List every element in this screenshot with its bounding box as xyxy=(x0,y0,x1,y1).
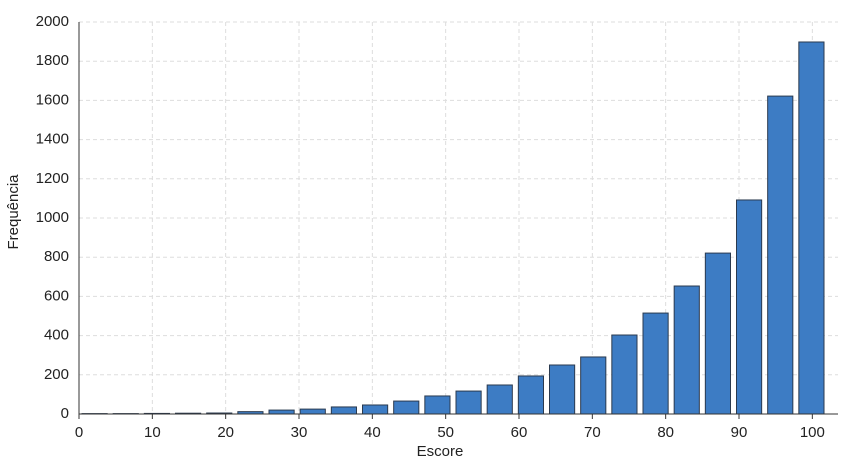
y-tick-label: 1600 xyxy=(36,91,69,108)
x-tick-label: 80 xyxy=(657,424,674,441)
x-tick-label: 100 xyxy=(800,424,825,441)
bar xyxy=(299,408,326,415)
bar xyxy=(736,199,763,415)
bar xyxy=(580,356,607,415)
bar xyxy=(268,409,295,415)
x-tick-label: 20 xyxy=(217,424,234,441)
x-tick-label: 0 xyxy=(75,424,83,441)
y-tick-label: 0 xyxy=(61,405,69,422)
bar xyxy=(455,390,482,415)
x-tick-label: 30 xyxy=(291,424,308,441)
bar xyxy=(486,384,513,415)
bar xyxy=(549,364,576,415)
y-tick-label: 400 xyxy=(44,327,69,344)
bar xyxy=(673,285,700,415)
bar xyxy=(393,400,420,415)
y-tick-label: 2000 xyxy=(36,13,69,30)
bar xyxy=(424,395,451,415)
x-tick-label: 50 xyxy=(437,424,454,441)
bar xyxy=(704,252,731,415)
bar xyxy=(611,334,638,415)
x-tick-label: 10 xyxy=(144,424,161,441)
y-tick-label: 600 xyxy=(44,287,69,304)
x-tick-label: 70 xyxy=(584,424,601,441)
x-axis-label: Escore xyxy=(417,443,464,460)
bar xyxy=(330,406,358,415)
y-tick-label: 1800 xyxy=(36,52,69,69)
y-tick-label: 200 xyxy=(44,366,69,383)
y-tick-label: 1400 xyxy=(36,131,69,148)
y-tick-label: 800 xyxy=(44,248,69,265)
bar xyxy=(517,375,544,415)
bar xyxy=(362,404,389,415)
x-tick-label: 90 xyxy=(731,424,748,441)
bar xyxy=(798,41,825,415)
x-tick-label: 60 xyxy=(511,424,528,441)
y-tick-label: 1200 xyxy=(36,170,69,187)
y-axis-label: Frequência xyxy=(5,174,22,250)
x-tick-label: 40 xyxy=(364,424,381,441)
bar xyxy=(767,95,794,415)
bar xyxy=(642,312,669,415)
y-tick-label: 1000 xyxy=(36,209,69,226)
